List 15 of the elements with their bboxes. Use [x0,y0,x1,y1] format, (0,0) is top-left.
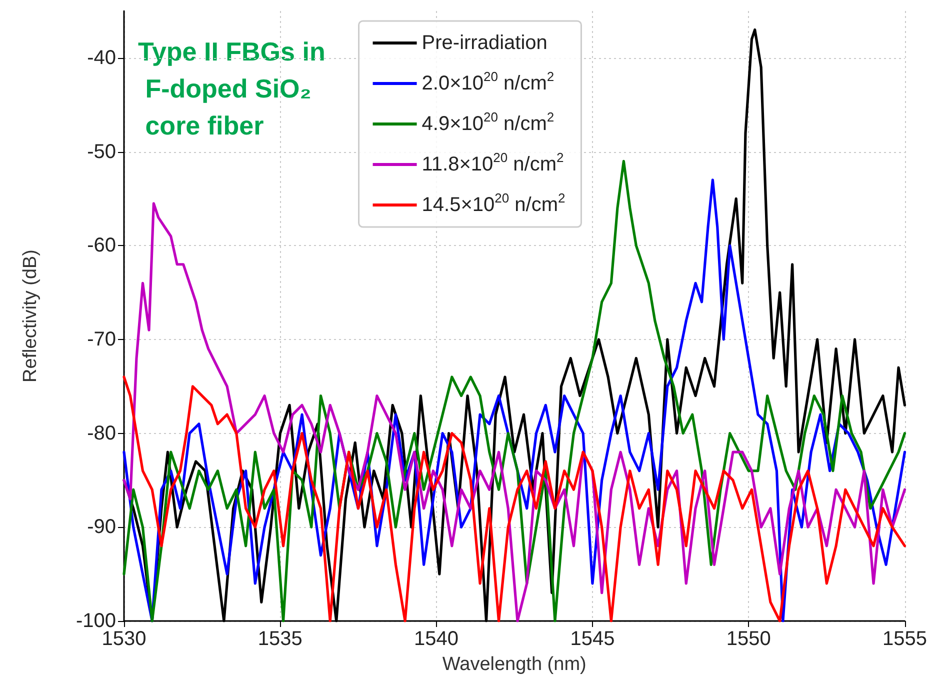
y-tick-label: -70 [87,328,116,350]
y-tick-label: -80 [87,422,116,444]
legend-label: Pre-irradiation [422,32,548,54]
y-tick-label: -50 [87,140,116,163]
y-tick-label: -40 [87,46,116,69]
x-axis-title: Wavelength (nm) [442,654,586,675]
x-tick-label: 1535 [258,628,302,650]
x-tick-label: 1555 [882,628,928,650]
y-axis-title: Reflectivity (dB) [20,249,41,383]
x-tick-label: 1545 [570,628,615,650]
y-tick-label: -60 [87,234,116,257]
annotation: Type II FBGs in F-doped SiO₂ core fiber [138,36,326,140]
y-tick-label: -90 [87,516,116,538]
x-tick-label: 1550 [726,628,771,650]
x-tick-label: 1540 [414,628,459,650]
